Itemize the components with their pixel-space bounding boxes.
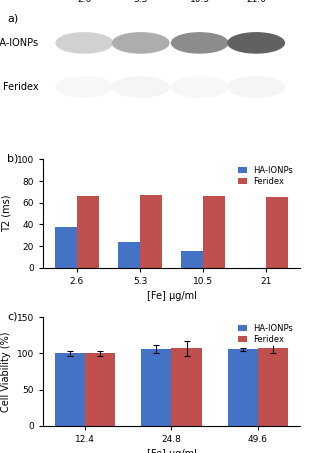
Bar [55, 226, 77, 268]
X-axis label: [Fe] μg/ml: [Fe] μg/ml [146, 291, 197, 301]
Text: HA-IONPs: HA-IONPs [0, 38, 38, 48]
Bar [228, 349, 258, 426]
Bar [140, 195, 162, 268]
Legend: HA-IONPs, Feridex: HA-IONPs, Feridex [236, 322, 296, 346]
Circle shape [56, 77, 112, 97]
Circle shape [112, 77, 169, 97]
Bar [181, 251, 203, 268]
Bar [258, 348, 288, 426]
Text: c): c) [7, 312, 18, 322]
Bar [203, 196, 225, 268]
Bar [266, 198, 288, 268]
Text: 2.6: 2.6 [77, 0, 91, 5]
Text: Feridex: Feridex [2, 82, 38, 92]
Circle shape [228, 77, 284, 97]
Bar [141, 349, 171, 426]
Bar [77, 196, 99, 268]
Bar [171, 348, 202, 426]
Circle shape [56, 33, 112, 53]
Legend: HA-IONPs, Feridex: HA-IONPs, Feridex [236, 164, 296, 188]
Text: b): b) [7, 154, 19, 164]
Bar [85, 353, 115, 426]
Circle shape [171, 33, 228, 53]
Y-axis label: Cell Viability (%): Cell Viability (%) [2, 331, 11, 412]
Bar [118, 242, 140, 268]
Circle shape [171, 77, 228, 97]
Text: 10.5: 10.5 [190, 0, 210, 5]
Bar [55, 353, 85, 426]
Text: 5.3: 5.3 [133, 0, 148, 5]
X-axis label: [Fe] μg/ml: [Fe] μg/ml [146, 449, 197, 453]
Circle shape [112, 33, 169, 53]
Text: 21.0: 21.0 [246, 0, 266, 5]
Y-axis label: T2 (ms): T2 (ms) [2, 195, 11, 232]
Circle shape [228, 33, 284, 53]
Text: a): a) [7, 14, 19, 24]
